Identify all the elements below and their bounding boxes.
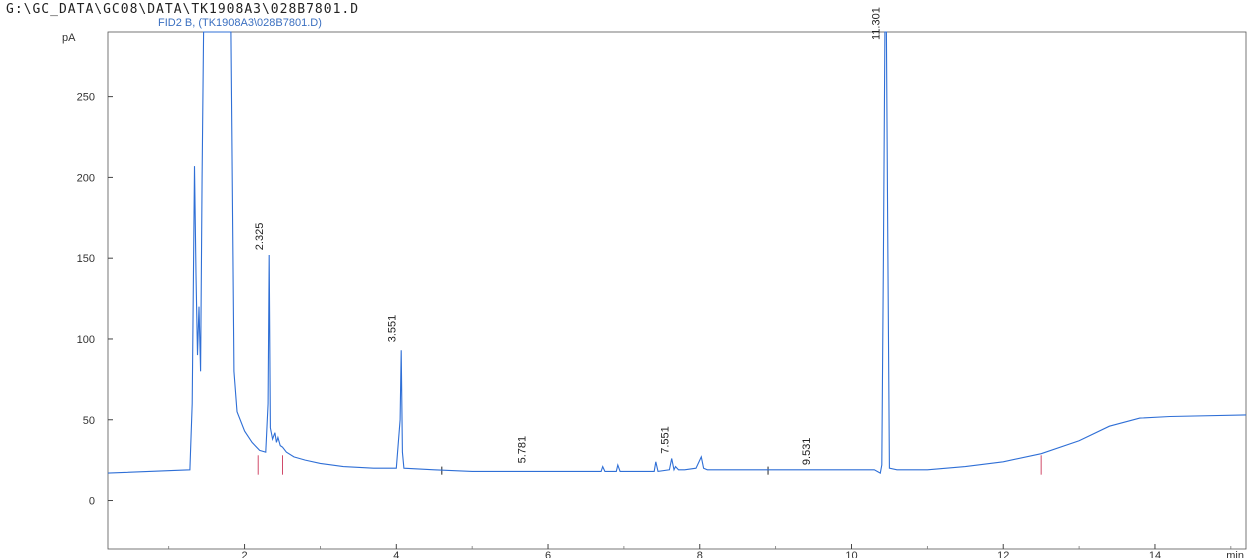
x-axis-label: min <box>1226 550 1244 558</box>
peak-labels: 2.325 3.551 5.781 7.551 9.531 11.301 <box>254 7 882 465</box>
peak-label: 11.301 <box>871 7 883 40</box>
x-tick-label: 2 <box>241 550 247 558</box>
y-tick-label: 50 <box>83 415 95 427</box>
x-tick-label: 8 <box>697 550 703 558</box>
peak-label: 3.551 <box>387 315 399 343</box>
baseline-markers <box>257 455 1042 475</box>
plot-frame <box>107 31 1247 550</box>
peak-label: 9.531 <box>801 438 813 466</box>
y-tick-label: 150 <box>77 253 95 265</box>
y-tick-label: 100 <box>77 334 95 346</box>
x-tick-label: 14 <box>1149 550 1161 558</box>
x-tick-label: 10 <box>845 550 857 558</box>
y-axis-label: pA <box>62 32 76 44</box>
peak-label: 5.781 <box>516 436 528 464</box>
signal-label: FID2 B, (TK1908A3\028B7801.D) <box>158 17 322 29</box>
y-axis: 0 50 100 150 200 250 <box>77 92 113 508</box>
peak-label: 2.325 <box>254 223 266 251</box>
y-tick-label: 250 <box>77 92 95 104</box>
y-tick-label: 200 <box>77 172 95 184</box>
file-path: G:\GC_DATA\GC08\DATA\TK1908A3\028B7801.D <box>6 2 360 17</box>
chromatogram-trace <box>107 31 1247 474</box>
y-tick-label: 0 <box>89 496 95 508</box>
x-axis: 2 4 6 8 10 12 14 <box>168 544 1232 558</box>
x-tick-label: 4 <box>393 550 399 558</box>
x-tick-label: 12 <box>997 550 1009 558</box>
x-tick-label: 6 <box>545 550 551 558</box>
peak-label: 7.551 <box>660 426 672 454</box>
